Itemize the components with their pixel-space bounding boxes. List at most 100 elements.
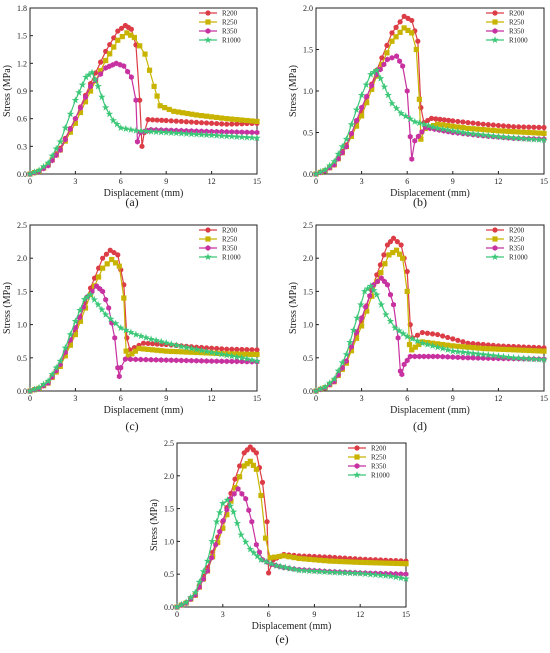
data-point-r200	[163, 117, 169, 124]
data-point-r250	[353, 335, 360, 341]
data-point-r250	[377, 560, 384, 566]
data-point-r250	[286, 554, 292, 560]
data-point-r1000	[228, 132, 236, 140]
data-point-r1000	[202, 131, 211, 139]
data-point-r250	[104, 261, 110, 267]
data-point-r250	[149, 347, 156, 353]
data-point-r250	[316, 557, 323, 563]
series-r1000	[173, 496, 410, 611]
data-point-r350	[475, 355, 481, 361]
data-point-r250	[409, 30, 415, 36]
data-point-r350	[122, 356, 128, 362]
data-point-r1000	[342, 135, 351, 143]
data-point-r200	[384, 42, 390, 48]
data-point-r1000	[30, 385, 39, 393]
data-point-r250	[98, 68, 104, 74]
data-point-r200	[401, 13, 407, 19]
data-point-r200	[536, 124, 542, 130]
data-point-r350	[103, 296, 109, 303]
y-tick-label: 0.0	[17, 170, 27, 179]
data-point-r1000	[418, 339, 427, 347]
data-point-r350	[378, 275, 384, 281]
data-point-r1000	[182, 598, 190, 606]
data-point-r1000	[397, 574, 405, 582]
series-r350	[313, 275, 547, 394]
data-point-r1000	[253, 552, 262, 560]
data-point-r1000	[212, 517, 221, 525]
data-point-r200	[203, 120, 210, 126]
data-point-r200	[425, 117, 431, 124]
data-point-r250	[241, 463, 247, 469]
data-point-r250	[393, 34, 399, 40]
data-point-r200	[419, 329, 425, 336]
series-r350	[313, 53, 547, 177]
data-point-r250	[249, 118, 255, 124]
data-point-r250	[188, 349, 195, 355]
data-point-r200	[98, 59, 104, 65]
data-point-r250	[403, 561, 409, 567]
data-point-r250	[480, 126, 486, 133]
data-point-r350	[377, 66, 383, 73]
data-point-r250	[151, 83, 157, 89]
data-point-r250	[154, 347, 160, 353]
data-point-r1000	[525, 354, 533, 362]
data-point-r1000	[177, 129, 186, 137]
x-tick-label: 9	[451, 394, 455, 403]
data-point-r1000	[233, 132, 241, 140]
data-point-r250	[364, 308, 370, 314]
data-point-r1000	[71, 317, 80, 325]
data-point-r250	[383, 560, 389, 566]
y-tick-label: 1.5	[303, 46, 313, 55]
data-point-r350	[363, 304, 369, 310]
data-point-r1000	[262, 557, 270, 565]
data-point-r200	[414, 332, 421, 338]
data-point-r1000	[182, 129, 191, 137]
data-point-r1000	[233, 353, 241, 361]
data-point-r350	[389, 54, 395, 61]
data-point-r250	[455, 124, 461, 130]
series-line-r1000	[315, 69, 545, 175]
data-point-r200	[159, 117, 165, 123]
data-point-r250	[214, 114, 220, 121]
data-point-r1000	[80, 295, 89, 303]
data-point-r200	[137, 97, 143, 103]
data-point-r200	[541, 124, 547, 131]
data-point-r1000	[162, 128, 170, 136]
data-point-r250	[445, 122, 451, 129]
data-point-r350	[364, 93, 370, 100]
data-point-r1000	[330, 375, 338, 383]
data-point-r250	[125, 353, 131, 360]
data-point-r200	[149, 341, 156, 347]
data-point-r1000	[208, 537, 216, 545]
data-point-r200	[140, 340, 147, 346]
data-point-r350	[134, 138, 140, 145]
data-point-r250	[470, 345, 476, 351]
x-tick-label: 12	[494, 394, 502, 403]
data-point-r350	[118, 364, 124, 371]
data-point-r250	[485, 346, 491, 352]
data-point-r250	[397, 29, 403, 35]
y-axis-label: Stress (MPa)	[2, 65, 13, 117]
data-point-r250	[541, 348, 547, 354]
data-point-r1000	[387, 572, 395, 580]
data-point-r350	[450, 354, 456, 360]
legend-marker	[205, 236, 211, 242]
data-point-r250	[536, 130, 542, 136]
data-point-r250	[262, 535, 269, 541]
data-point-r250	[342, 559, 348, 565]
data-point-r250	[96, 274, 102, 280]
data-point-r200	[450, 336, 456, 342]
data-point-r1000	[370, 286, 378, 294]
data-point-r200	[91, 275, 98, 281]
data-point-r1000	[177, 600, 186, 608]
data-point-r1000	[238, 133, 246, 141]
data-point-r1000	[352, 105, 361, 113]
data-point-r1000	[39, 162, 48, 170]
data-point-r1000	[217, 131, 226, 140]
data-point-r250	[475, 126, 481, 132]
data-point-r1000	[514, 134, 523, 142]
data-point-r250	[215, 539, 221, 546]
data-point-r1000	[272, 561, 280, 569]
data-point-r250	[121, 295, 127, 301]
